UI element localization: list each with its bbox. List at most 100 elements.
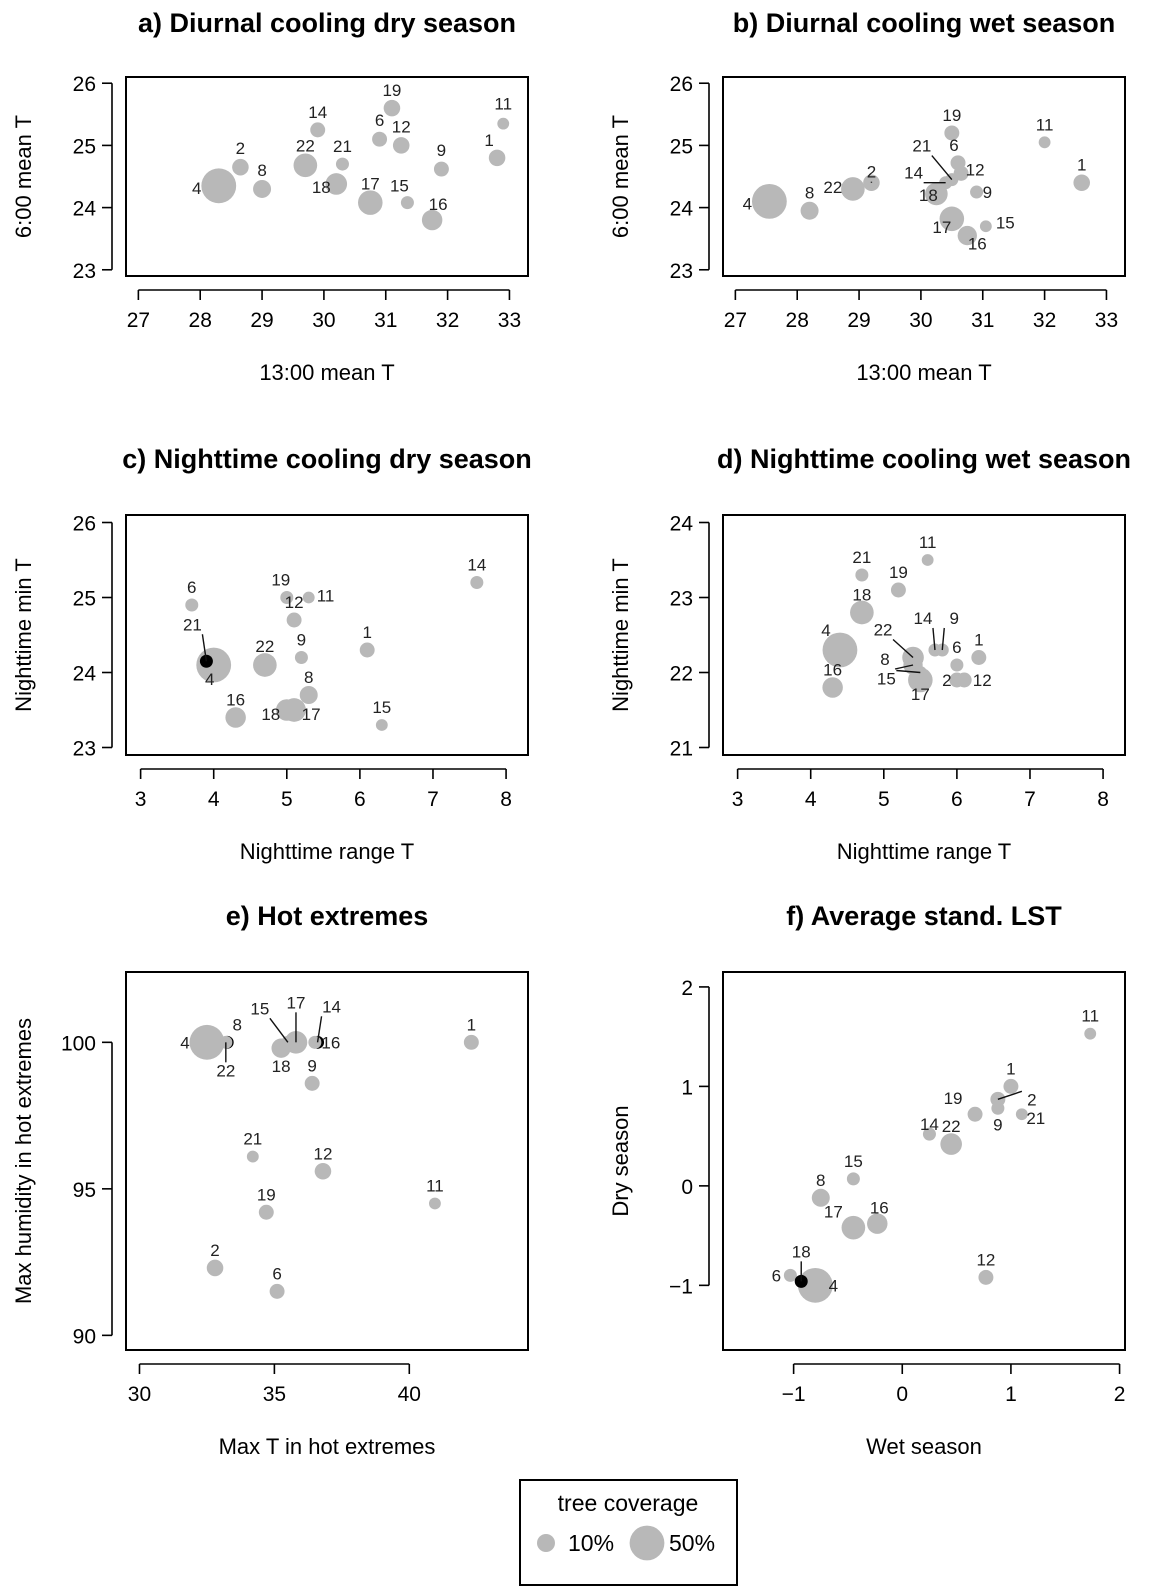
legend: tree coverage 10% 50% <box>519 1479 738 1586</box>
point-label: 12 <box>976 1250 995 1269</box>
x-tick-label: 1 <box>1005 1383 1017 1406</box>
x-tick-label: 6 <box>354 788 366 811</box>
point-label: 4 <box>743 194 752 213</box>
leader-line <box>269 1017 289 1043</box>
point-label: 22 <box>942 1117 961 1136</box>
point-label: 19 <box>889 563 908 582</box>
y-tick-label: 1 <box>681 1076 693 1099</box>
data-point-6 <box>372 131 388 147</box>
point-label: 16 <box>226 691 245 710</box>
point-label: 8 <box>257 161 266 180</box>
point-label: 15 <box>250 999 269 1018</box>
data-point-16 <box>225 707 246 728</box>
point-label: 8 <box>816 1171 825 1190</box>
point-label: 6 <box>272 1264 281 1283</box>
point-label: 22 <box>216 1061 235 1080</box>
data-point-12 <box>956 672 972 688</box>
data-point-8 <box>299 686 318 704</box>
point-label: 6 <box>375 111 384 130</box>
point-label: 1 <box>362 623 371 642</box>
y-tick-label: 0 <box>681 1176 693 1199</box>
data-point-11 <box>497 117 510 130</box>
point-label: 9 <box>297 631 306 650</box>
data-point-19 <box>383 99 401 117</box>
panel-title: e) Hot extremes <box>226 901 429 931</box>
point-label: 4 <box>205 670 214 689</box>
x-tick-label: 5 <box>878 788 890 811</box>
plot-frame <box>125 514 529 756</box>
point-label: 17 <box>302 705 321 724</box>
data-point-11 <box>428 1197 441 1210</box>
data-point-17 <box>939 206 965 232</box>
point-label: 6 <box>772 1266 781 1285</box>
point-label: 9 <box>983 183 992 202</box>
point-label: 19 <box>944 1089 963 1108</box>
point-label: 14 <box>914 609 933 628</box>
point-label: 9 <box>950 609 959 628</box>
x-tick-label: 30 <box>909 309 932 332</box>
x-tick-label: 4 <box>208 788 220 811</box>
data-point-16 <box>421 209 443 231</box>
y-tick-label: 25 <box>73 135 96 158</box>
point-label: 8 <box>805 184 814 203</box>
leader-line <box>997 1090 1023 1100</box>
y-tick-label: 23 <box>670 260 693 283</box>
data-point-18 <box>276 699 298 721</box>
legend-marker-50pct <box>629 1525 665 1561</box>
data-point-2 <box>232 158 249 176</box>
panel-title: a) Diurnal cooling dry season <box>138 8 516 38</box>
data-point-12 <box>314 1162 332 1180</box>
point-label: 19 <box>271 571 290 590</box>
point-label: 4 <box>180 1033 189 1052</box>
data-point-17 <box>841 1215 866 1240</box>
point-label: 11 <box>919 533 937 552</box>
x-tick-label: 6 <box>951 788 963 811</box>
point-label: 14 <box>904 164 923 183</box>
x-tick-label: 8 <box>1097 788 1109 811</box>
y-tick-label: 24 <box>670 513 694 536</box>
x-tick-label: 33 <box>1095 309 1118 332</box>
point-label: 12 <box>392 117 411 136</box>
y-tick-label: 25 <box>670 135 693 158</box>
point-label: 22 <box>874 621 893 640</box>
data-point-2 <box>206 1259 224 1277</box>
point-label: 15 <box>372 698 391 717</box>
y-tick-label: −1 <box>669 1275 693 1298</box>
data-point-12 <box>978 1269 994 1285</box>
y-tick-label: 90 <box>73 1325 96 1348</box>
data-point-14 <box>470 576 484 589</box>
point-label: 21 <box>1026 1109 1045 1128</box>
data-point-4 <box>797 1267 833 1303</box>
x-tick-label: 3 <box>732 788 744 811</box>
x-tick-label: 28 <box>786 309 809 332</box>
data-point-14 <box>922 1127 936 1141</box>
data-point-19 <box>890 582 906 598</box>
panel-title: b) Diurnal cooling wet season <box>733 8 1116 38</box>
point-label: 1 <box>467 1015 476 1034</box>
data-point-19 <box>280 591 294 604</box>
point-label: 4 <box>192 179 201 198</box>
x-tick-label: 0 <box>896 1383 908 1406</box>
point-label: 11 <box>1036 115 1054 134</box>
data-point-19 <box>258 1204 274 1220</box>
point-label: 8 <box>304 668 313 687</box>
legend-item-label: 50% <box>669 1530 715 1556</box>
x-tick-label: 33 <box>498 309 521 332</box>
point-label: 2 <box>942 671 951 690</box>
x-axis-label: Nighttime range T <box>837 839 1011 864</box>
data-point-11 <box>302 591 315 604</box>
y-tick-label: 24 <box>73 663 97 686</box>
panel-e: e) Hot extremes 30 35 40 90 95 100 Max T in hot… <box>11 901 529 1459</box>
point-label: 9 <box>437 141 446 160</box>
data-point-15 <box>846 1172 860 1186</box>
x-tick-label: 2 <box>1114 1383 1126 1406</box>
plot-frame <box>722 76 1126 277</box>
data-point-21 <box>855 568 869 582</box>
point-label: 9 <box>307 1056 316 1075</box>
data-point-15 <box>979 220 992 233</box>
point-label: 18 <box>919 186 938 205</box>
